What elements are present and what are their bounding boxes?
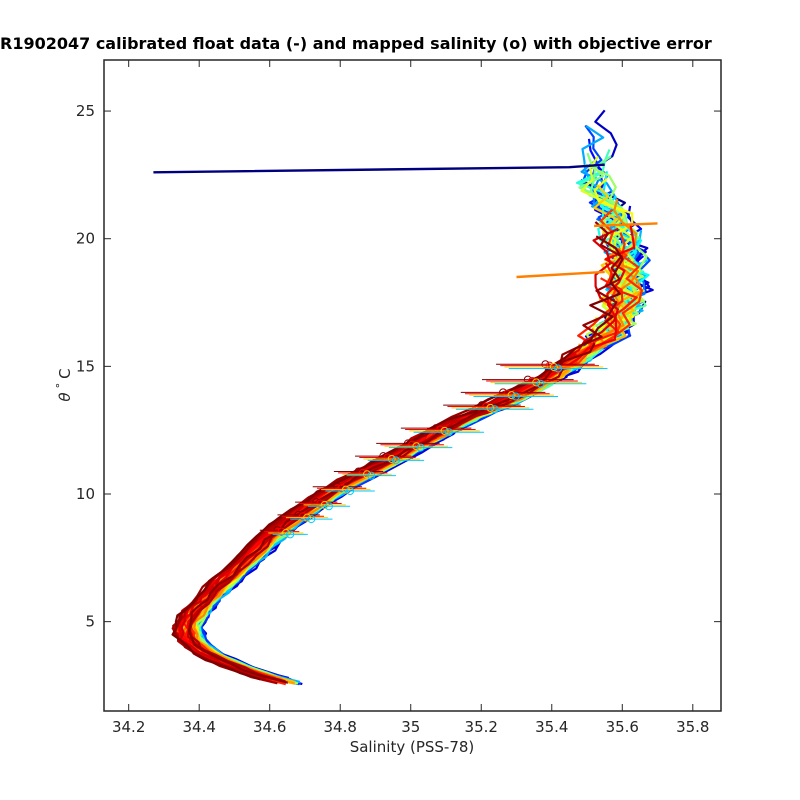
x-tick-label: 35.6	[606, 718, 639, 736]
mapped-salinity-marker	[549, 363, 558, 372]
mapped-salinity-marker	[545, 361, 554, 370]
x-tick-label: 34.2	[112, 718, 145, 736]
mapped-salinity-marker	[541, 360, 550, 369]
mapped-salinity-marker	[307, 515, 316, 524]
chart-title: R1902047 calibrated float data (-) and m…	[0, 34, 712, 53]
x-tick-label: 35.8	[676, 718, 709, 736]
mapped-salinity-marker	[477, 401, 486, 410]
mapped-salinity-marker	[499, 388, 508, 397]
mapped-salinity-marker	[440, 426, 449, 435]
y-tick-label: 20	[76, 230, 95, 248]
y-tick-label: 5	[85, 613, 95, 631]
mapped-salinity-marker	[333, 482, 342, 491]
mapped-salinity-marker	[341, 485, 350, 494]
mapped-salinity-marker	[281, 528, 290, 537]
mapped-salinity-marker	[391, 456, 400, 465]
outlier-profile-line	[594, 222, 658, 228]
mapped-salinity-marker	[528, 376, 537, 385]
mapped-salinity-marker	[444, 428, 453, 437]
mapped-salinity-marker	[277, 527, 286, 536]
mapped-salinity-marker	[286, 530, 295, 539]
y-tick-label: 25	[76, 102, 95, 120]
float-profile-line	[177, 383, 532, 681]
x-tick-label: 35	[401, 718, 420, 736]
mapped-salinity-marker	[320, 500, 329, 509]
x-tick-label: 34.6	[253, 718, 286, 736]
y-tick-label: 10	[76, 485, 95, 503]
float-profile-line	[173, 221, 623, 680]
mapped-salinity-marker	[383, 453, 392, 462]
y-axis: 5 10 15 20 25	[76, 102, 721, 631]
mapped-salinity-marker	[536, 379, 545, 388]
x-axis-label: Salinity (PSS-78)	[350, 738, 475, 756]
outlier-profile-line	[153, 163, 605, 174]
float-profiles	[153, 109, 658, 686]
x-axis: 34.2 34.4 34.6 34.8 35 35.2 35.4 35.6 35.8	[112, 60, 709, 736]
mapped-salinity-marker	[482, 402, 491, 411]
mapped-salinity-marker	[554, 364, 563, 373]
mapped-salinity-marker	[312, 498, 321, 507]
mapped-salinity-marker	[532, 378, 541, 387]
mapped-salinity-marker	[346, 486, 355, 495]
mapped-salinity-marker	[523, 375, 532, 384]
y-axis-label-unit: C	[56, 368, 74, 378]
mapped-salinity-marker	[337, 484, 346, 493]
mapped-salinity-marker	[358, 468, 367, 477]
mapped-salinity-marker	[490, 405, 499, 414]
x-tick-label: 34.8	[324, 718, 357, 736]
mapped-salinity-marker	[511, 392, 520, 401]
mapped-salinity-marker	[432, 424, 441, 433]
mapped-salinity-marker	[316, 499, 325, 508]
mapped-salinity-marker	[387, 454, 396, 463]
mapped-salinity-marker	[416, 443, 425, 452]
float-profile-line	[189, 367, 565, 682]
mapped-salinity-marker	[503, 389, 512, 398]
plot-frame	[103, 59, 722, 712]
mapped-salinity-marker	[436, 425, 445, 434]
mapped-salinity-marker	[324, 502, 333, 511]
mapped-salinity-marker	[294, 510, 303, 519]
y-axis-label: θ ° C	[54, 368, 74, 401]
y-axis-label-degree: °	[54, 383, 67, 389]
mapped-salinity-points	[259, 360, 608, 539]
mapped-salinity-marker	[354, 467, 363, 476]
mapped-salinity-marker	[408, 440, 417, 449]
mapped-salinity-marker	[379, 452, 388, 461]
mapped-salinity-marker	[367, 471, 376, 480]
outlier-profile-line	[516, 270, 605, 279]
x-tick-label: 35.2	[465, 718, 498, 736]
x-tick-label: 34.4	[182, 718, 215, 736]
mapped-salinity-marker	[412, 442, 421, 451]
x-tick-label: 35.4	[535, 718, 568, 736]
mapped-salinity-marker	[273, 526, 282, 535]
mapped-salinity-marker	[403, 439, 412, 448]
mapped-salinity-marker	[298, 512, 307, 521]
y-axis-label-symbol: θ	[56, 392, 74, 401]
mapped-salinity-marker	[303, 513, 312, 522]
mapped-salinity-marker	[486, 403, 495, 412]
mapped-salinity-marker	[507, 391, 516, 400]
mapped-salinity-marker	[363, 470, 372, 479]
y-tick-label: 15	[76, 357, 95, 375]
